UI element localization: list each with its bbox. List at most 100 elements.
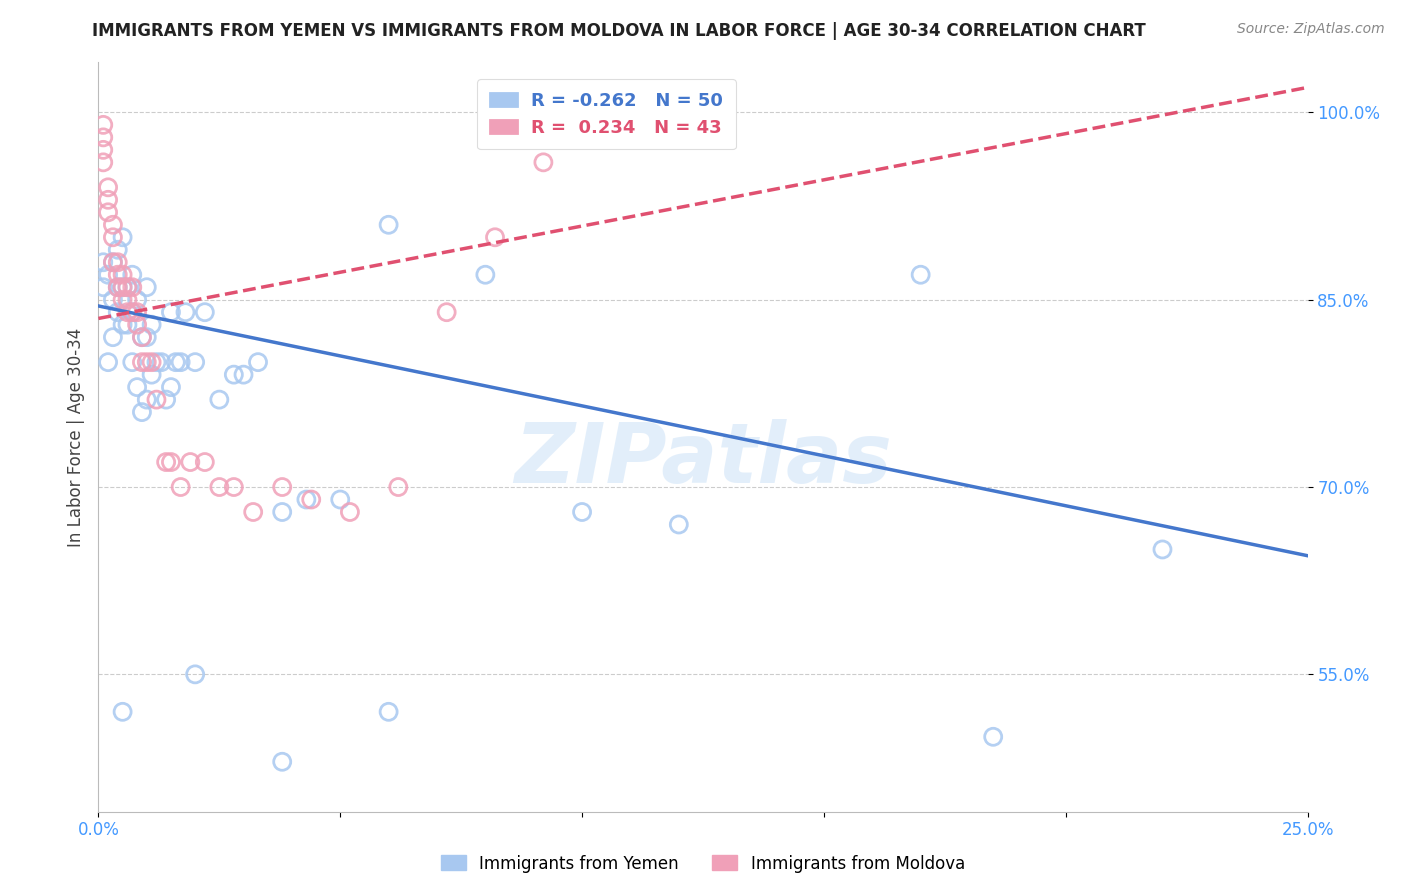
- Point: [387, 480, 409, 494]
- Point: [107, 268, 129, 282]
- Point: [141, 355, 163, 369]
- Point: [339, 505, 361, 519]
- Point: [111, 318, 134, 332]
- Point: [101, 293, 124, 307]
- Point: [571, 505, 593, 519]
- Point: [208, 392, 231, 407]
- Point: [155, 455, 177, 469]
- Point: [150, 355, 173, 369]
- Point: [111, 230, 134, 244]
- Point: [271, 755, 294, 769]
- Point: [111, 280, 134, 294]
- Text: Source: ZipAtlas.com: Source: ZipAtlas.com: [1237, 22, 1385, 37]
- Point: [247, 355, 270, 369]
- Point: [101, 255, 124, 269]
- Point: [160, 305, 183, 319]
- Point: [97, 205, 120, 219]
- Point: [145, 355, 167, 369]
- Point: [111, 268, 134, 282]
- Point: [121, 305, 143, 319]
- Point: [135, 392, 157, 407]
- Point: [184, 355, 207, 369]
- Point: [222, 480, 245, 494]
- Point: [91, 155, 114, 169]
- Point: [377, 705, 399, 719]
- Point: [121, 268, 143, 282]
- Point: [117, 280, 139, 294]
- Point: [101, 330, 124, 344]
- Point: [91, 255, 114, 269]
- Point: [107, 243, 129, 257]
- Point: [97, 355, 120, 369]
- Point: [91, 118, 114, 132]
- Point: [242, 505, 264, 519]
- Point: [174, 305, 197, 319]
- Point: [141, 318, 163, 332]
- Point: [474, 268, 496, 282]
- Point: [107, 280, 129, 294]
- Point: [107, 255, 129, 269]
- Point: [117, 280, 139, 294]
- Point: [127, 293, 149, 307]
- Point: [131, 330, 153, 344]
- Point: [484, 230, 506, 244]
- Point: [299, 492, 322, 507]
- Point: [329, 492, 352, 507]
- Point: [101, 230, 124, 244]
- Point: [111, 280, 134, 294]
- Point: [981, 730, 1004, 744]
- Point: [127, 380, 149, 394]
- Point: [121, 305, 143, 319]
- Point: [271, 505, 294, 519]
- Point: [141, 368, 163, 382]
- Point: [165, 355, 187, 369]
- Point: [111, 705, 134, 719]
- Point: [97, 193, 120, 207]
- Point: [222, 368, 245, 382]
- Point: [169, 355, 191, 369]
- Point: [117, 293, 139, 307]
- Point: [117, 305, 139, 319]
- Point: [101, 255, 124, 269]
- Point: [97, 268, 120, 282]
- Point: [97, 180, 120, 194]
- Point: [121, 280, 143, 294]
- Point: [101, 218, 124, 232]
- Point: [179, 455, 201, 469]
- Point: [160, 455, 183, 469]
- Point: [169, 480, 191, 494]
- Point: [194, 455, 217, 469]
- Point: [910, 268, 932, 282]
- Point: [232, 368, 254, 382]
- Point: [208, 480, 231, 494]
- Point: [160, 380, 183, 394]
- Legend: Immigrants from Yemen, Immigrants from Moldova: Immigrants from Yemen, Immigrants from M…: [434, 848, 972, 880]
- Point: [117, 318, 139, 332]
- Point: [131, 355, 153, 369]
- Point: [668, 517, 690, 532]
- Point: [295, 492, 318, 507]
- Point: [184, 667, 207, 681]
- Point: [107, 280, 129, 294]
- Point: [91, 143, 114, 157]
- Point: [107, 305, 129, 319]
- Point: [531, 155, 554, 169]
- Text: IMMIGRANTS FROM YEMEN VS IMMIGRANTS FROM MOLDOVA IN LABOR FORCE | AGE 30-34 CORR: IMMIGRANTS FROM YEMEN VS IMMIGRANTS FROM…: [91, 22, 1146, 40]
- Point: [135, 355, 157, 369]
- Point: [155, 392, 177, 407]
- Text: ZIPatlas: ZIPatlas: [515, 419, 891, 500]
- Point: [271, 480, 294, 494]
- Legend: R = -0.262   N = 50, R =  0.234   N = 43: R = -0.262 N = 50, R = 0.234 N = 43: [477, 79, 735, 149]
- Point: [127, 305, 149, 319]
- Point: [145, 392, 167, 407]
- Point: [91, 130, 114, 145]
- Point: [194, 305, 217, 319]
- Y-axis label: In Labor Force | Age 30-34: In Labor Force | Age 30-34: [66, 327, 84, 547]
- Point: [135, 330, 157, 344]
- Point: [91, 280, 114, 294]
- Point: [131, 330, 153, 344]
- Point: [121, 355, 143, 369]
- Point: [127, 318, 149, 332]
- Point: [131, 405, 153, 419]
- Point: [111, 293, 134, 307]
